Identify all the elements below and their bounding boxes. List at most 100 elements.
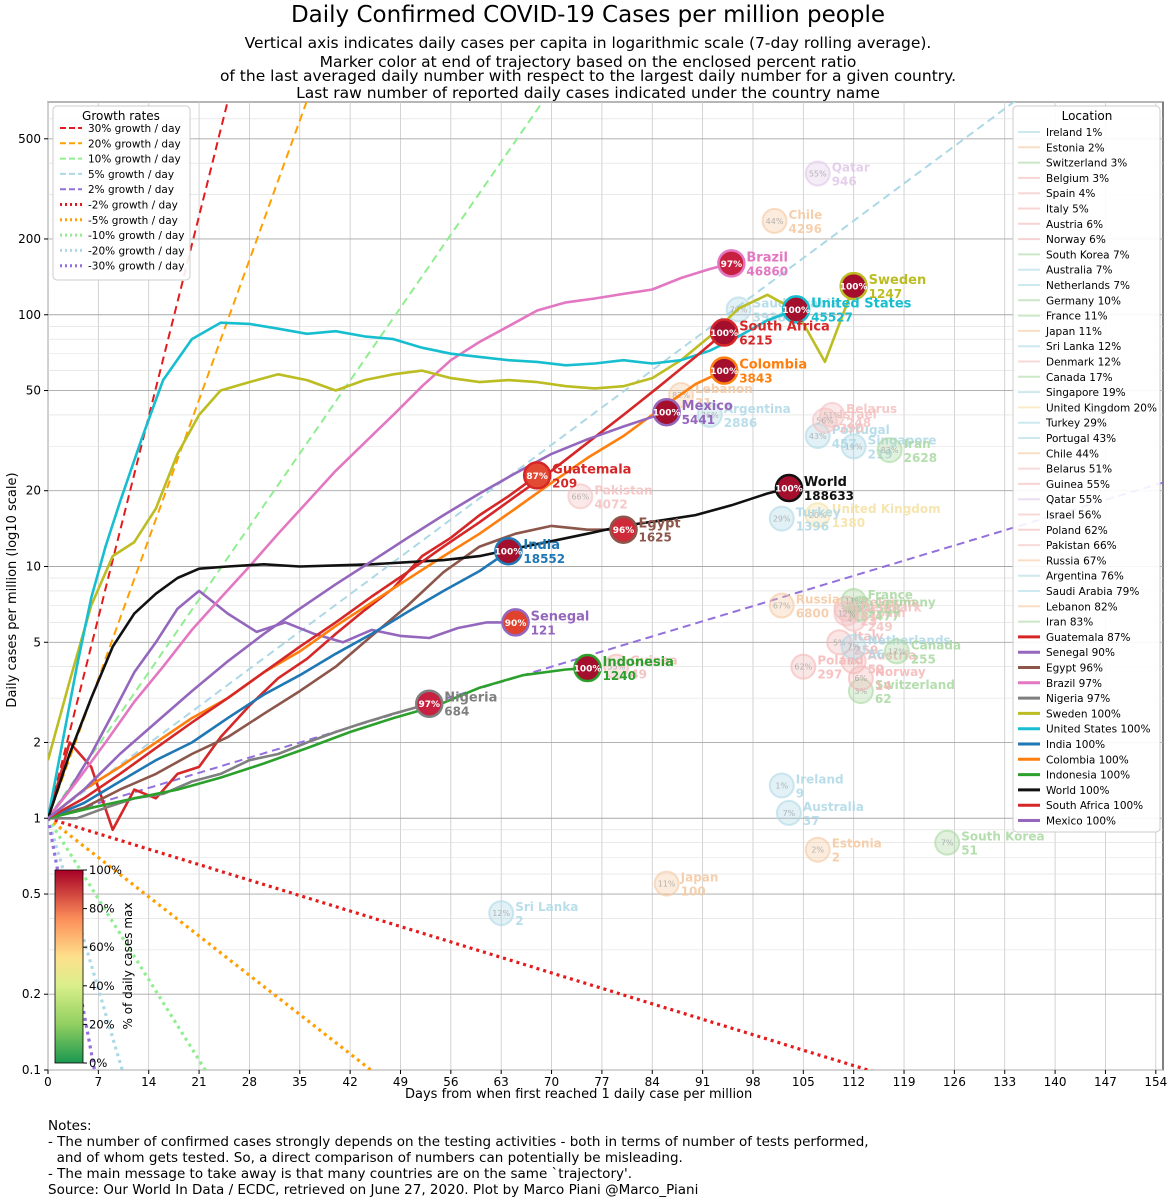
faded-cases: 1380 <box>832 516 865 530</box>
faded-pct: 7% <box>941 839 954 848</box>
faded-name: Argentina <box>724 402 791 416</box>
growth-legend-label: 20% growth / day <box>88 138 181 150</box>
faded-marker <box>761 207 788 234</box>
x-tick-label: 35 <box>292 1075 307 1089</box>
faded-pct: 76% <box>701 411 719 420</box>
series-pct-label: 100% <box>840 283 868 293</box>
x-tick-label: 77 <box>594 1075 609 1089</box>
faded-name: Poland <box>817 654 863 668</box>
x-tick-label: 70 <box>544 1075 559 1089</box>
location-legend-label: India 100% <box>1046 739 1105 751</box>
location-legend-label: South Africa 100% <box>1046 800 1143 812</box>
x-tick-label: 112 <box>842 1075 865 1089</box>
series-end-marker <box>573 653 602 683</box>
colorbar-tick-label: 20% <box>89 1017 115 1031</box>
location-legend-label: Turkey 29% <box>1045 418 1107 430</box>
faded-cases: 31 <box>695 396 712 410</box>
location-legend-label: Canada 17% <box>1046 372 1113 384</box>
faded-cases: 2628 <box>904 451 937 465</box>
series-line <box>48 331 726 820</box>
x-tick-label: 126 <box>943 1075 966 1089</box>
location-legend-label: United Kingdom 20% <box>1046 402 1157 414</box>
faded-name: Pakistan <box>594 483 652 497</box>
faded-name: United Kingdom <box>832 502 941 516</box>
x-axis-label: Days from when first reached 1 daily cas… <box>405 1087 752 1102</box>
series-name-label: Guatemala <box>552 462 631 477</box>
x-tick-label: 133 <box>993 1075 1016 1089</box>
series-end-marker <box>415 689 444 718</box>
x-tick-label: 28 <box>242 1075 257 1089</box>
series-line <box>48 369 725 820</box>
x-tick-label: 63 <box>494 1075 509 1089</box>
location-legend-label: Singapore 19% <box>1046 387 1126 399</box>
y-axis-label: Daily cases per million (log10 scale) <box>5 472 20 707</box>
y-tick-label: 0.5 <box>22 887 41 901</box>
y-tick-label: 0.1 <box>22 1063 41 1077</box>
faded-name: Turkey <box>796 506 841 520</box>
growth-legend-label: 2% growth / day <box>88 184 174 196</box>
x-tick-label: 140 <box>1044 1075 1067 1089</box>
series-pct-label: 100% <box>782 306 810 316</box>
series-pct-label: 100% <box>494 548 522 558</box>
notes-line-3: and of whom gets tested. So, a direct co… <box>48 1150 683 1166</box>
location-legend-label: Russia 67% <box>1046 555 1106 567</box>
series-line <box>48 589 516 820</box>
x-tick-label: 105 <box>792 1075 815 1089</box>
x-tick-label: 84 <box>645 1075 660 1089</box>
faded-name: Estonia <box>832 837 882 851</box>
faded-pct: 3% <box>855 687 868 696</box>
location-legend-label: Belarus 51% <box>1046 464 1112 476</box>
colorbar: 0% 20% 40% 60% 80% 100% % of daily cases max <box>54 863 135 1070</box>
faded-pct: 12% <box>492 909 510 918</box>
faded-name: Ireland <box>796 772 844 786</box>
series-name-label: Egypt <box>638 517 680 532</box>
series-pct-label: 100% <box>710 329 738 339</box>
location-legend-label: World 100% <box>1046 785 1109 797</box>
series-end-marker <box>717 249 746 278</box>
series-name-label: Senegal <box>531 609 590 624</box>
faded-pct: 17% <box>888 647 906 656</box>
faded-cases: 219 <box>868 447 893 461</box>
faded-pct: 19% <box>845 442 863 451</box>
growth-legend-label: -20% growth / day <box>88 245 185 257</box>
location-legend-label: Estonia 2% <box>1046 142 1105 154</box>
series-cases-label: 684 <box>444 705 469 719</box>
y-tick-label: 2 <box>33 735 41 749</box>
faded-marker <box>934 829 961 856</box>
faded-pct: 11% <box>845 597 863 606</box>
faded-marker <box>768 772 795 799</box>
series-name-label: Colombia <box>739 358 807 373</box>
faded-pct: 67% <box>773 601 791 610</box>
location-legend-label: Iran 83% <box>1046 617 1093 629</box>
series-cases-label: 6215 <box>739 334 772 348</box>
location-legend-label: Argentina 76% <box>1046 571 1124 583</box>
faded-marker <box>883 638 910 665</box>
notes: Notes: - The number of confirmed cases st… <box>48 1118 869 1198</box>
faded-name: Belarus <box>846 402 897 416</box>
location-legend-title: Location <box>1062 109 1113 123</box>
x-tick-label: 49 <box>393 1075 408 1089</box>
location-legend-label: Spain 4% <box>1046 188 1095 200</box>
faded-pct: 66% <box>571 492 589 501</box>
location-legend-label: Israel 56% <box>1046 510 1101 522</box>
series-name-label: India <box>523 538 560 553</box>
location-legend-label: France 11% <box>1046 311 1108 323</box>
notes-line-4: - The main message to take away is that … <box>48 1166 632 1182</box>
growth-legend-label: -2% growth / day <box>88 200 178 212</box>
faded-pct: 83% <box>881 446 899 455</box>
faded-name: Russia <box>796 592 840 606</box>
faded-marker <box>840 633 867 660</box>
series-cases-label: 46860 <box>746 264 788 278</box>
notes-line-5: Source: Our World In Data / ECDC, retrie… <box>48 1182 699 1198</box>
faded-marker <box>876 437 903 464</box>
faded-pct: 51% <box>823 411 841 420</box>
location-legend-label: Austria 6% <box>1046 219 1103 231</box>
location-legend-label: Brazil 97% <box>1046 678 1102 690</box>
location-legend-label: Poland 62% <box>1046 525 1108 537</box>
series-line <box>48 285 855 761</box>
faded-name: Sri Lanka <box>515 900 578 914</box>
faded-cases: 248 <box>846 416 871 430</box>
faded-marker <box>790 653 817 680</box>
x-tick-label: 91 <box>695 1075 710 1089</box>
location-legend-label: Portugal 43% <box>1046 433 1116 445</box>
